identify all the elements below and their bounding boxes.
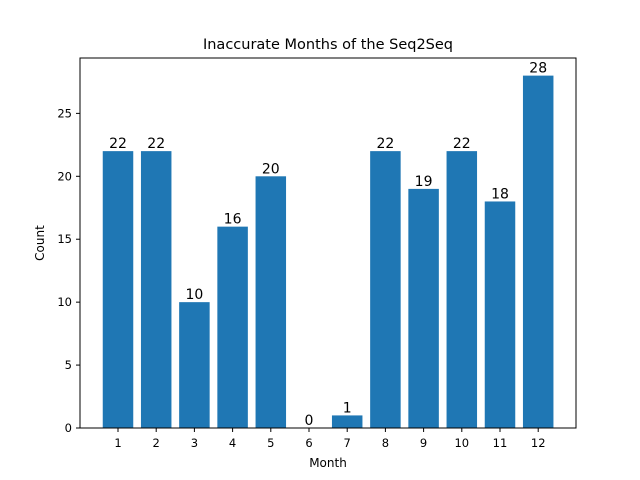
bar-month-8 <box>370 151 401 428</box>
x-axis-label: Month <box>309 456 347 470</box>
x-tick-label: 8 <box>382 436 389 450</box>
chart-title: Inaccurate Months of the Seq2Seq <box>203 37 453 53</box>
bar-month-11 <box>484 201 516 428</box>
x-tick-label: 1 <box>114 436 121 450</box>
x-tick-label: 10 <box>454 436 469 450</box>
x-tick-label: 2 <box>153 436 160 450</box>
bar-month-4 <box>217 226 248 428</box>
bar-value-label: 16 <box>224 212 242 228</box>
bar-value-label: 22 <box>453 136 471 152</box>
y-axis-label: Count <box>33 225 47 261</box>
bar-value-label: 22 <box>376 136 394 152</box>
bar-value-label: 0 <box>305 413 314 429</box>
bar-month-7 <box>331 415 363 428</box>
bar-month-3 <box>179 302 210 428</box>
y-tick-label: 15 <box>57 232 72 246</box>
x-tick-label: 4 <box>229 436 236 450</box>
bar-month-10 <box>446 151 478 428</box>
bar-month-2 <box>140 151 172 428</box>
y-tick-label: 10 <box>57 295 72 309</box>
y-tick-label: 0 <box>65 421 72 435</box>
x-tick-label: 6 <box>305 436 312 450</box>
bar-labels-group: 22 22 10 16 20 0 1 22 19 22 18 28 <box>109 61 547 429</box>
y-tick-label: 5 <box>65 358 72 372</box>
bar-value-label: 20 <box>262 161 280 177</box>
bar-month-12 <box>522 75 554 428</box>
bar-month-1 <box>102 151 134 428</box>
bar-value-label: 10 <box>185 287 203 303</box>
bars-group <box>102 75 554 428</box>
bar-value-label: 28 <box>529 61 547 77</box>
x-tick-label: 3 <box>191 436 198 450</box>
x-tick-label: 12 <box>531 436 546 450</box>
bar-month-5 <box>255 176 287 428</box>
bar-month-9 <box>408 188 439 428</box>
x-tick-label: 11 <box>493 436 508 450</box>
bar-value-label: 22 <box>147 136 165 152</box>
x-axis-ticks: 1 2 3 4 5 6 7 8 9 10 11 12 <box>114 428 546 450</box>
x-tick-label: 9 <box>420 436 427 450</box>
bar-value-label: 1 <box>343 400 352 416</box>
plot-frame <box>79 57 577 429</box>
bar-value-label: 22 <box>109 136 127 152</box>
y-tick-label: 25 <box>57 106 72 120</box>
y-tick-label: 20 <box>57 169 72 183</box>
x-tick-label: 7 <box>344 436 351 450</box>
x-tick-label: 5 <box>267 436 274 450</box>
bar-value-label: 19 <box>415 174 433 190</box>
y-axis-ticks: 0 5 10 15 20 25 <box>57 106 80 435</box>
bar-value-label: 18 <box>491 186 509 202</box>
